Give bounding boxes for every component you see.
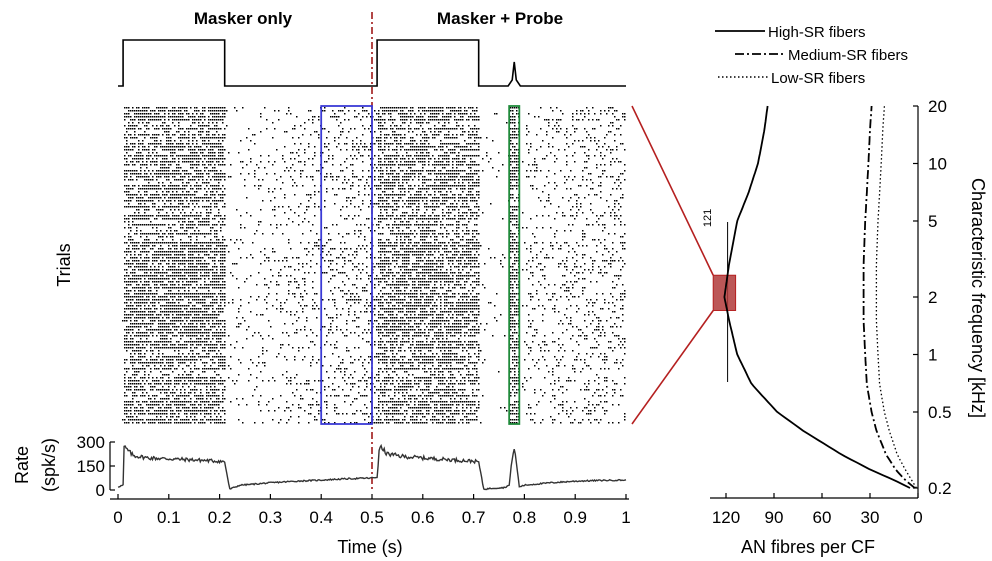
fibres-xtick-label: 60 (813, 508, 832, 527)
legend-low-label: Low-SR fibers (771, 70, 865, 87)
time-xtick-label: 0.8 (513, 508, 537, 527)
legend-medium-label: Medium-SR fibers (788, 47, 908, 64)
zoom-connector (631, 105, 714, 425)
series-dashdot-line (862, 105, 916, 489)
legend: High-SR fibers Medium-SR fibers Low-SR f… (715, 24, 908, 87)
time-xtick-label: 0.3 (259, 508, 283, 527)
zoom-line-top (631, 105, 714, 276)
cf-ytick-label: 2 (928, 288, 937, 307)
rate-line (117, 443, 627, 491)
series-solid-line (723, 105, 911, 489)
fibres-xtick-label: 120 (712, 508, 740, 527)
time-xtick-label: 0.1 (157, 508, 181, 527)
fibres-per-cf-panel: 0.2 0.5 1 2 5 10 20 120 90 60 30 0 (710, 97, 952, 527)
peak-annotation: 121 (702, 209, 714, 227)
rate-ytick-label: 300 (77, 433, 105, 452)
masker-only-title: Masker only (194, 9, 293, 28)
cf-ytick-label: 5 (928, 212, 937, 231)
time-xtick-label: 0.6 (411, 508, 435, 527)
rate-panel: 0 150 300 0 0.1 0.2 0.3 0.4 0.5 0.6 0.7 0.8 0.9 1 (77, 433, 631, 527)
time-axis-label: Time (s) (337, 537, 402, 557)
rate-ytick-label: 150 (77, 457, 105, 476)
fibres-xtick-label: 30 (861, 508, 880, 527)
spike-dots (122, 107, 626, 424)
fibres-xtick-label: 90 (765, 508, 784, 527)
rate-label-line2: (spk/s) (39, 438, 59, 492)
cf-axis-label: Characteristic frequency [kHz] (968, 178, 988, 418)
cf-ytick-label: 10 (928, 154, 947, 173)
time-xtick-label: 0.5 (360, 508, 384, 527)
cf-ytick-label: 0.5 (928, 403, 952, 422)
masker-window-box (320, 105, 373, 425)
probe-window-box (508, 105, 521, 425)
legend-high-label: High-SR fibers (768, 24, 866, 41)
time-xtick-label: 0.9 (563, 508, 587, 527)
fibres-axis-label: AN fibres per CF (741, 537, 875, 557)
cf-ytick-label: 0.2 (928, 479, 952, 498)
zoom-line-bottom (631, 310, 714, 425)
time-xtick-label: 0 (113, 508, 122, 527)
time-xtick-label: 1 (621, 508, 630, 527)
cf-ytick-label: 20 (928, 97, 947, 116)
stimulus-envelope-panel (118, 12, 626, 490)
time-xtick-label: 0.4 (309, 508, 333, 527)
trials-label: Trials (54, 243, 74, 286)
series-dotted-line (875, 105, 917, 489)
time-xtick-label: 0.2 (208, 508, 232, 527)
cf-ytick-label: 1 (928, 345, 937, 364)
time-xtick-label: 0.7 (462, 508, 486, 527)
rate-ytick-label: 0 (96, 481, 105, 500)
fibres-xtick-label: 0 (913, 508, 922, 527)
stimulus-envelope-line (118, 39, 626, 87)
masker-probe-title: Masker + Probe (437, 9, 563, 28)
rate-label-line1: Rate (12, 446, 32, 484)
raster-panel (122, 105, 626, 425)
